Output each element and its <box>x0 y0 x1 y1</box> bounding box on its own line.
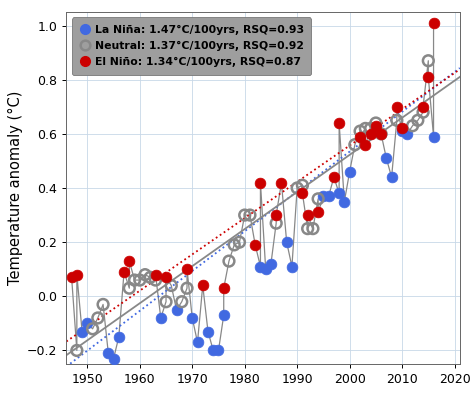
Point <box>215 347 222 354</box>
Point <box>141 272 149 278</box>
Point <box>288 263 296 270</box>
Point <box>146 274 154 280</box>
Point <box>362 125 369 132</box>
Point <box>83 320 91 326</box>
Y-axis label: Temperature anomaly (°C): Temperature anomaly (°C) <box>8 91 23 285</box>
Point <box>377 131 385 137</box>
Point <box>178 298 185 305</box>
Point <box>162 274 170 280</box>
Point <box>167 282 175 289</box>
Point <box>256 179 264 186</box>
Point <box>126 258 133 264</box>
Point <box>409 122 416 129</box>
Point <box>425 74 432 80</box>
Point <box>319 193 327 199</box>
Point <box>246 212 254 218</box>
Point <box>273 220 280 226</box>
Point <box>210 347 217 354</box>
Point <box>73 347 81 354</box>
Point <box>335 190 343 197</box>
Point <box>403 131 411 137</box>
Point <box>372 120 380 126</box>
Point <box>304 212 311 218</box>
Point <box>299 190 306 197</box>
Point <box>189 315 196 321</box>
Point <box>204 328 212 335</box>
Point <box>220 312 228 318</box>
Point <box>419 104 427 110</box>
Point <box>262 266 270 272</box>
Point <box>236 239 243 245</box>
Point <box>251 242 259 248</box>
Point <box>367 131 374 137</box>
Point <box>430 20 438 26</box>
Point <box>110 355 118 362</box>
Point <box>152 272 159 278</box>
Point <box>398 128 406 134</box>
Point <box>351 142 359 148</box>
Point <box>105 350 112 356</box>
Point <box>314 209 322 216</box>
Point <box>430 133 438 140</box>
Point <box>173 307 180 313</box>
Point <box>230 242 238 248</box>
Point <box>362 142 369 148</box>
Point <box>73 272 81 278</box>
Point <box>241 212 248 218</box>
Point <box>162 298 170 305</box>
Point <box>99 301 107 308</box>
Point <box>356 133 364 140</box>
Point <box>78 328 86 335</box>
Point <box>419 109 427 115</box>
Point <box>183 285 191 291</box>
Legend: La Niña: 1.47°C/100yrs, RSQ=0.93, Neutral: 1.37°C/100yrs, RSQ=0.92, El Niño: 1.3: La Niña: 1.47°C/100yrs, RSQ=0.93, Neutra… <box>72 18 311 75</box>
Point <box>335 120 343 126</box>
Point <box>346 168 354 175</box>
Point <box>325 193 332 199</box>
Point <box>330 174 337 180</box>
Point <box>256 263 264 270</box>
Point <box>414 117 421 124</box>
Point <box>314 196 322 202</box>
Point <box>115 334 123 340</box>
Point <box>225 258 233 264</box>
Point <box>89 326 96 332</box>
Point <box>372 122 380 129</box>
Point <box>152 277 159 283</box>
Point <box>383 155 390 162</box>
Point <box>377 131 385 137</box>
Point <box>356 128 364 134</box>
Point <box>126 285 133 291</box>
Point <box>283 239 291 245</box>
Point <box>194 339 201 346</box>
Point <box>425 58 432 64</box>
Point <box>341 198 348 205</box>
Point <box>304 226 311 232</box>
Point <box>220 285 228 291</box>
Point <box>267 261 275 267</box>
Point <box>393 104 401 110</box>
Point <box>273 212 280 218</box>
Point <box>68 274 75 280</box>
Point <box>183 266 191 272</box>
Point <box>309 226 317 232</box>
Point <box>157 315 164 321</box>
Point <box>120 269 128 275</box>
Point <box>131 277 138 283</box>
Point <box>136 277 144 283</box>
Point <box>398 125 406 132</box>
Point <box>199 282 207 289</box>
Point <box>393 117 401 124</box>
Point <box>94 315 101 321</box>
Point <box>278 179 285 186</box>
Point <box>388 174 395 180</box>
Point <box>299 182 306 188</box>
Point <box>293 185 301 191</box>
Point <box>367 125 374 132</box>
